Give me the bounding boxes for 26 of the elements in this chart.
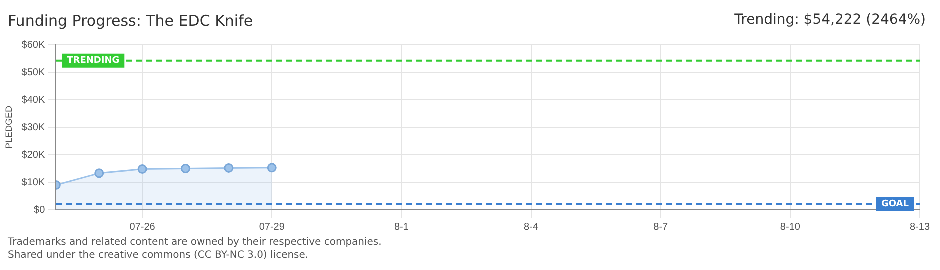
point bbox=[180, 164, 190, 174]
ref-line-label: TRENDING bbox=[67, 56, 120, 66]
y-tick-label: $10K bbox=[22, 177, 46, 188]
x-tick-label: 8-10 bbox=[780, 222, 801, 233]
y-tick-label: $0 bbox=[34, 204, 46, 216]
y-tick-label: $30K bbox=[22, 122, 46, 134]
y-tick-label: $60K bbox=[22, 40, 46, 51]
y-tick-label: $40K bbox=[22, 94, 46, 106]
point bbox=[224, 163, 234, 173]
text: Shared under the creative commons (CC BY-NC 3.0) license. bbox=[8, 249, 310, 262]
point bbox=[94, 168, 104, 178]
x-tick-label: 07-26 bbox=[130, 222, 156, 233]
point bbox=[138, 164, 148, 174]
point bbox=[267, 163, 277, 173]
ref-line-label: GOAL bbox=[882, 199, 910, 210]
y-tick-label: $50K bbox=[22, 67, 46, 78]
x-tick-label: 8-4 bbox=[524, 222, 539, 233]
text: Trademarks and related content are owned by their respective companies. bbox=[8, 236, 382, 249]
x-tick-label: 8-1 bbox=[394, 222, 410, 233]
x-tick-label: 8-13 bbox=[910, 222, 930, 233]
text: Trending: $54,222 (2464%) bbox=[734, 12, 926, 28]
y-axis-title: PLEDGED bbox=[4, 105, 14, 150]
chart-title: Funding Progress: The EDC Knife bbox=[8, 12, 254, 30]
x-tick-label: 8-7 bbox=[654, 222, 669, 233]
y-tick-label: $20K bbox=[22, 150, 46, 161]
x-tick-label: 07-29 bbox=[259, 222, 286, 233]
